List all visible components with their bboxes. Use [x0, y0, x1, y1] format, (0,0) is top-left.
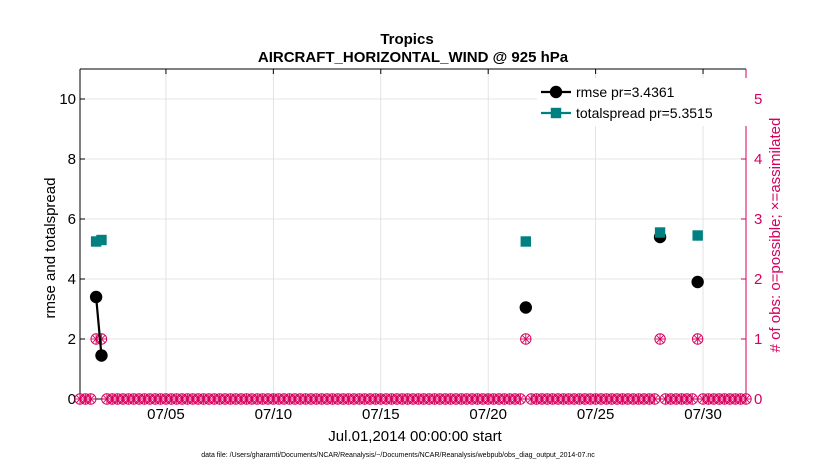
obs-marker [648, 393, 661, 405]
totalspread-point [90, 236, 102, 247]
rmse-point [89, 290, 103, 304]
x-axis-label: Jul.01,2014 00:00:00 start [328, 428, 502, 445]
obs-marker [654, 333, 666, 345]
legend-box [537, 78, 747, 126]
y2-tick-label: 3 [754, 211, 762, 228]
y-tick-label: 2 [68, 331, 76, 348]
obs-marker [514, 393, 527, 405]
x-tick-label: 07/30 [684, 406, 722, 423]
series-line [95, 296, 103, 356]
x-tick-label: 07/15 [362, 406, 400, 423]
obs-marker [691, 333, 704, 345]
series-totalspread [90, 227, 703, 247]
rmse-point [691, 275, 704, 289]
obs-marker [95, 333, 108, 345]
obs-marker [85, 393, 97, 405]
x-tick-label: 07/10 [255, 406, 293, 423]
totalspread-point [520, 236, 531, 247]
y-tick-label: 4 [68, 271, 76, 288]
y-tick-label: 8 [68, 151, 76, 168]
y-tick-label: 10 [59, 91, 76, 108]
totalspread-point [654, 227, 666, 238]
legend: rmse pr=3.4361 totalspread pr=5.3515 [537, 78, 747, 126]
data-file-footer: data file: /Users/gharamti/Documents/NCA… [201, 452, 595, 459]
legend-label: totalspread pr=5.3515 [576, 105, 713, 121]
data-series [89, 227, 704, 362]
legend-totalspread-marker [550, 107, 562, 119]
legend-rmse-marker [549, 85, 563, 99]
axes: 07/05 07/10 07/15 07/20 07/25 07/30 0 2 4 6 8 10 0 1 2… [59, 68, 762, 423]
x-tick-label: 07/25 [577, 406, 615, 423]
y-tick-label: 6 [68, 211, 76, 228]
y2-tick-label: 2 [754, 271, 762, 288]
legend-label: rmse pr=3.4361 [576, 84, 675, 100]
chart-subtitle: AIRCRAFT_HORIZONTAL_WIND @ 925 hPa [258, 49, 569, 66]
y2-tick-label: 0 [754, 391, 762, 408]
y2-tick-label: 4 [754, 151, 762, 168]
obs-marker [686, 393, 698, 405]
totalspread-point [692, 230, 703, 241]
rmse-point [95, 349, 108, 362]
y2-tick-label: 1 [754, 331, 762, 348]
chart-title: Tropics [380, 31, 433, 48]
x-tick-label: 07/05 [147, 406, 185, 423]
y-axis-label: rmse and totalspread [42, 178, 59, 319]
rmse-point [519, 301, 532, 314]
x-tick-label: 07/20 [469, 406, 507, 423]
obs-count-series [74, 333, 752, 405]
y-tick-label: 0 [68, 391, 76, 408]
y2-tick-label: 5 [754, 91, 762, 108]
obs-marker [740, 393, 752, 405]
obs-marker [520, 333, 532, 345]
y2-axis-label: # of obs: o=possible; ×=assimilated [767, 118, 784, 353]
totalspread-point [96, 234, 107, 246]
